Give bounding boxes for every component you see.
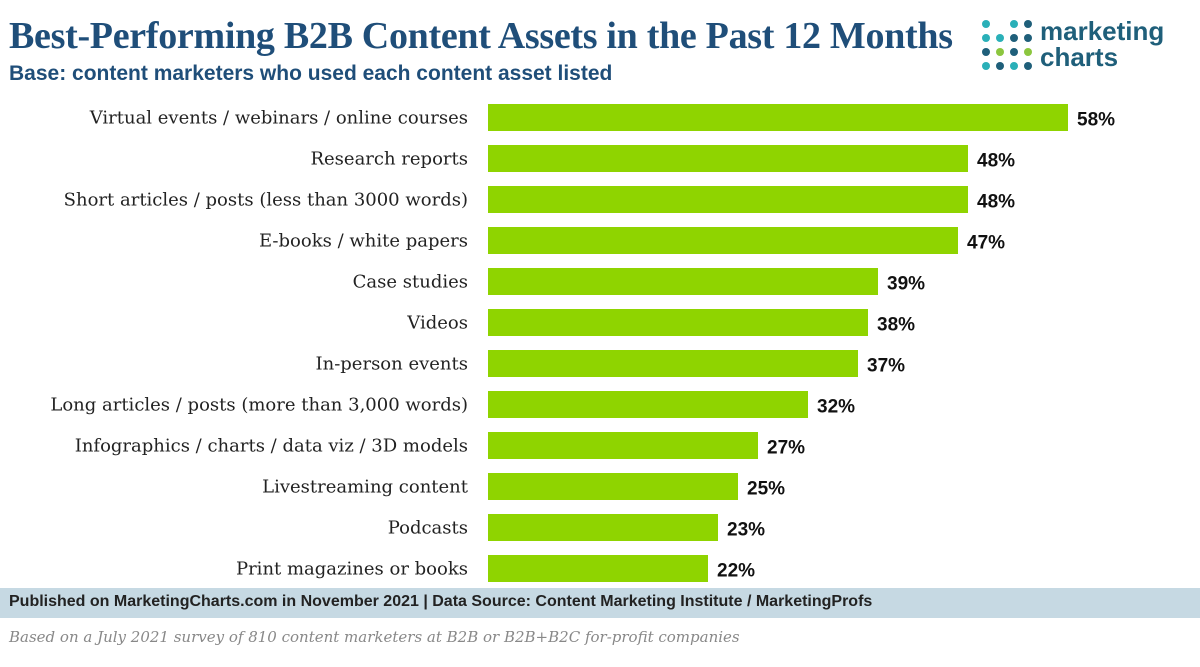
logo-dot: [982, 34, 990, 42]
logo-dot: [982, 62, 990, 70]
bar: [488, 309, 868, 336]
logo-dot: [996, 62, 1004, 70]
logo-dot: [1024, 20, 1032, 28]
value-label: 38%: [877, 315, 915, 336]
marketing-charts-logo: marketing charts: [980, 18, 1195, 78]
category-label: Short articles / posts (less than 3000 w…: [64, 190, 468, 211]
value-label: 47%: [967, 233, 1005, 254]
logo-dot: [996, 48, 1004, 56]
value-label: 48%: [977, 151, 1015, 172]
category-label: Livestreaming content: [262, 477, 469, 498]
value-label: 23%: [727, 520, 765, 541]
value-label: 39%: [887, 274, 925, 295]
logo-dot: [1010, 34, 1018, 42]
category-label: Research reports: [310, 149, 468, 170]
bar: [488, 186, 968, 213]
category-label: Long articles / posts (more than 3,000 w…: [50, 395, 468, 416]
value-label: 22%: [717, 561, 755, 582]
logo-dot: [1024, 34, 1032, 42]
value-label: 58%: [1077, 110, 1115, 131]
bar: [488, 432, 758, 459]
bar: [488, 473, 738, 500]
category-label: Case studies: [353, 272, 468, 293]
bar-chart: Virtual events / webinars / online cours…: [50, 104, 1115, 582]
bar: [488, 145, 968, 172]
value-label: 37%: [867, 356, 905, 377]
chart-subtitle: Base: content marketers who used each co…: [9, 62, 613, 85]
footer-source-bar: Published on MarketingCharts.com in Nove…: [0, 588, 1200, 618]
bar: [488, 268, 878, 295]
value-label: 48%: [977, 192, 1015, 213]
logo-dot: [1010, 20, 1018, 28]
survey-note: Based on a July 2021 survey of 810 conte…: [9, 628, 740, 646]
category-label: In-person events: [316, 354, 469, 375]
logo-dots-icon: [982, 20, 1032, 70]
logo-dot: [982, 20, 990, 28]
value-label: 27%: [767, 438, 805, 459]
source-text: Published on MarketingCharts.com in Nove…: [9, 593, 873, 610]
category-label: Infographics / charts / data viz / 3D mo…: [75, 436, 468, 457]
bar: [488, 391, 808, 418]
logo-dot: [1024, 62, 1032, 70]
logo-dot: [1010, 62, 1018, 70]
bar: [488, 555, 708, 582]
category-label: Podcasts: [388, 518, 468, 539]
category-label: Videos: [406, 313, 468, 334]
category-label: E-books / white papers: [259, 231, 468, 252]
bar: [488, 514, 718, 541]
value-label: 25%: [747, 479, 785, 500]
bar: [488, 227, 958, 254]
logo-dot: [1010, 48, 1018, 56]
logo-dot: [1024, 48, 1032, 56]
bar: [488, 350, 858, 377]
logo-text-line2: charts: [1040, 42, 1119, 72]
value-label: 32%: [817, 397, 855, 418]
logo-dot: [982, 48, 990, 56]
chart-title: Best-Performing B2B Content Assets in th…: [9, 15, 953, 57]
category-label: Virtual events / webinars / online cours…: [89, 108, 468, 129]
logo-dot: [996, 34, 1004, 42]
bar: [488, 104, 1068, 131]
logo-text-line1: marketing: [1040, 16, 1165, 46]
category-label: Print magazines or books: [236, 559, 468, 580]
